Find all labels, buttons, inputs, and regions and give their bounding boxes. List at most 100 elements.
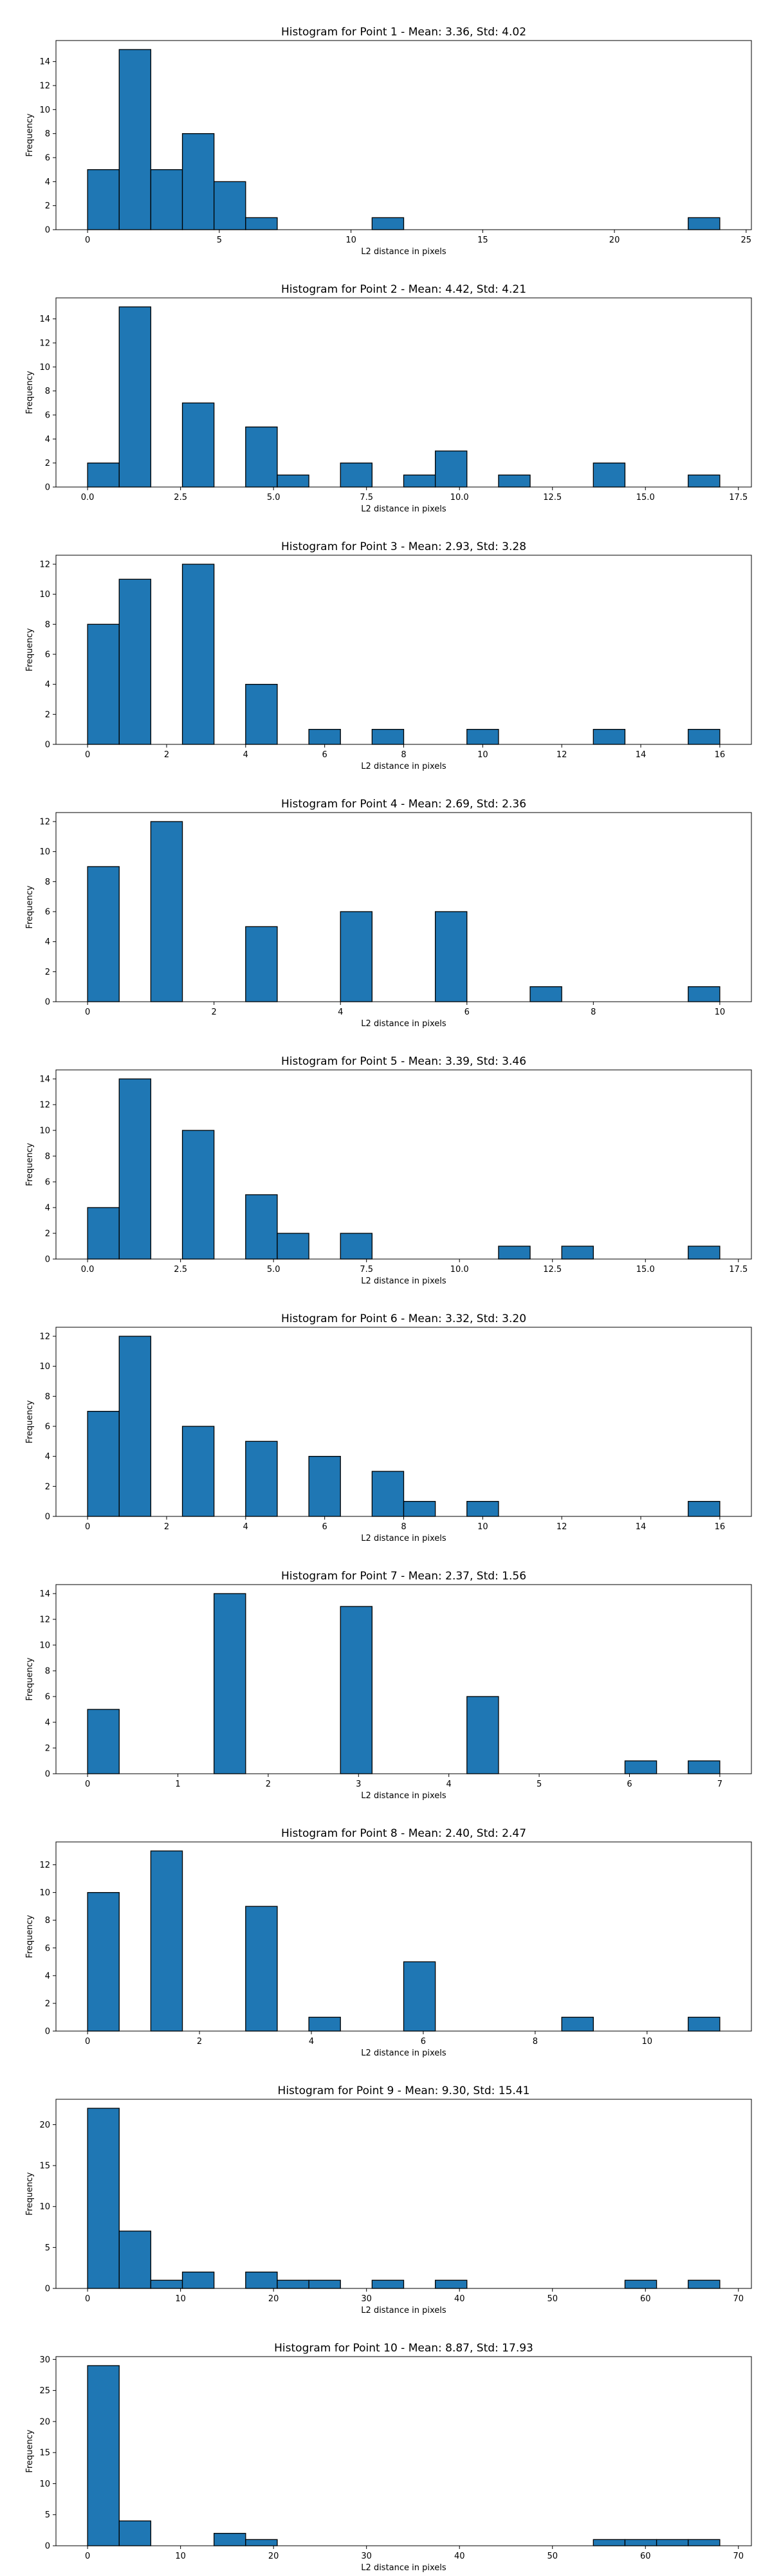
y-tick-label: 5	[45, 2510, 50, 2520]
histogram-bar	[403, 1961, 436, 2032]
y-axis-label: Frequency	[25, 113, 35, 156]
x-tick-label: 12	[556, 1522, 567, 1532]
axes-frame	[55, 297, 752, 488]
y-tick-label: 14	[39, 1075, 50, 1085]
histogram-bar	[466, 1696, 499, 1774]
y-tick-label: 6	[45, 1422, 50, 1432]
histogram-bar	[87, 866, 120, 1002]
y-tick-label: 12	[39, 818, 50, 827]
y-axis-label: Frequency	[25, 1915, 35, 1958]
x-tick-label: 4	[243, 1522, 248, 1532]
y-tick-label: 4	[45, 937, 50, 947]
y-axis-label: Frequency	[25, 1143, 35, 1186]
histogram-bar	[593, 2539, 626, 2546]
y-tick-label: 25	[39, 2386, 50, 2396]
chart-panel-6: Histogram for Point 6 - Mean: 3.32, Std:…	[25, 1312, 752, 1543]
x-tick-label: 8	[533, 2037, 538, 2047]
x-tick-label: 40	[454, 2294, 465, 2304]
histogram-bar	[340, 463, 373, 488]
bars	[87, 2365, 721, 2546]
y-tick-label: 12	[39, 82, 50, 91]
y-tick-label: 8	[45, 620, 50, 630]
histogram-bar	[340, 1606, 373, 1774]
histogram-bar	[181, 1426, 215, 1517]
y-tick-label: 10	[39, 363, 50, 373]
chart-title: Histogram for Point 7 - Mean: 2.37, Std:…	[281, 1570, 526, 1583]
chart-title: Histogram for Point 10 - Mean: 8.87, Std…	[274, 2342, 533, 2355]
histogram-bar	[214, 1593, 246, 1774]
y-tick-label: 0	[45, 998, 50, 1007]
x-tick-label: 2.5	[174, 1265, 187, 1274]
histogram-bar	[688, 1246, 721, 1260]
histogram-bar	[403, 1501, 436, 1517]
x-tick-label: 4	[309, 2037, 314, 2047]
axes-frame	[55, 1069, 752, 1260]
x-tick-label: 0	[85, 235, 90, 245]
x-tick-label: 10.0	[450, 493, 469, 502]
y-tick-label: 0	[45, 2285, 50, 2294]
histogram-bar	[688, 2539, 721, 2546]
y-tick-label: 10	[39, 1127, 50, 1136]
y-tick-label: 6	[45, 411, 50, 421]
y-tick-label: 8	[45, 1392, 50, 1402]
y-tick-label: 6	[45, 154, 50, 163]
x-tick-label: 0	[85, 750, 90, 760]
axes-frame	[55, 555, 752, 745]
x-tick-label: 40	[454, 2552, 465, 2561]
x-tick-label: 12.5	[543, 1265, 562, 1274]
x-tick-label: 0.0	[81, 493, 95, 502]
bars	[87, 306, 721, 488]
y-axis-label: Frequency	[25, 371, 35, 414]
y-tick-label: 4	[45, 435, 50, 445]
histogram-bar	[624, 1760, 657, 1774]
x-tick-label: 5	[217, 235, 222, 245]
x-tick-label: 30	[361, 2294, 372, 2304]
y-tick-label: 0	[45, 226, 50, 235]
y-tick-label: 8	[45, 129, 50, 139]
y-tick-label: 4	[45, 1718, 50, 1728]
y-tick-label: 10	[39, 590, 50, 600]
y-tick-label: 4	[45, 1971, 50, 1981]
y-tick-label: 10	[39, 1641, 50, 1651]
x-axis-label: L2 distance in pixels	[361, 1534, 446, 1543]
y-tick-label: 10	[39, 2479, 50, 2489]
histogram-bar	[688, 2016, 721, 2032]
y-tick-label: 2	[45, 1999, 50, 2009]
y-tick-label: 4	[45, 178, 50, 187]
histogram-bar	[308, 729, 341, 745]
chart-panel-7: Histogram for Point 7 - Mean: 2.37, Std:…	[25, 1570, 752, 1801]
x-tick-label: 20	[609, 235, 620, 245]
x-tick-label: 2.5	[174, 493, 187, 502]
histogram-bar	[593, 729, 626, 745]
histogram-bar	[245, 1440, 278, 1517]
histogram-bar	[118, 1336, 152, 1517]
histogram-bar	[308, 2279, 341, 2289]
y-tick-label: 10	[39, 2202, 50, 2212]
x-tick-label: 70	[733, 2294, 744, 2304]
histogram-bar	[624, 2279, 657, 2289]
chart-title: Histogram for Point 6 - Mean: 3.32, Std:…	[281, 1312, 526, 1325]
histogram-bar	[150, 169, 183, 230]
histogram-bar	[181, 1130, 215, 1260]
y-tick-label: 6	[45, 1178, 50, 1188]
histogram-bar	[656, 2539, 689, 2546]
y-tick-label: 6	[45, 1944, 50, 1953]
histogram-bar	[87, 1207, 120, 1260]
y-tick-label: 0	[45, 741, 50, 750]
y-tick-label: 12	[39, 1101, 50, 1110]
y-tick-label: 12	[39, 339, 50, 349]
chart-title: Histogram for Point 1 - Mean: 3.36, Std:…	[281, 26, 526, 39]
histogram-bar	[688, 1501, 721, 1517]
histogram-bar	[340, 1233, 373, 1260]
bars	[87, 564, 721, 745]
x-tick-label: 2	[197, 2037, 202, 2047]
x-tick-label: 20	[268, 2294, 279, 2304]
histogram-bar	[87, 1411, 120, 1517]
histogram-bar	[245, 427, 278, 488]
y-tick-label: 12	[39, 1332, 50, 1342]
x-tick-label: 10	[477, 1522, 488, 1532]
histogram-bar	[688, 1760, 721, 1774]
histogram-bar	[277, 1233, 309, 1260]
y-tick-label: 12	[39, 1861, 50, 1870]
histogram-bar	[561, 2016, 594, 2032]
